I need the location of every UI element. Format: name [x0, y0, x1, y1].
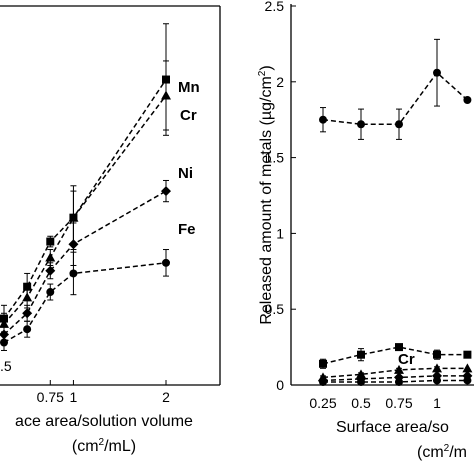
- left-panel: 0.75 1 2 .5 Mn Cr Ni Fe ace area/solution vol…: [0, 5, 221, 455]
- data-point: [357, 377, 365, 386]
- left-x-tick-label: 2: [162, 389, 170, 405]
- series-line-1: [322, 346, 468, 365]
- data-point: [433, 376, 441, 385]
- right-series-group: Cr: [318, 38, 473, 386]
- left-partial-tick-label: .5: [0, 358, 12, 374]
- data-point: [161, 90, 171, 100]
- data-point: [433, 350, 441, 359]
- right-panel: 0 0.5 1 1.5 2 2.5 0.25 0.5 0.75 1 Cr Released am…: [257, 0, 474, 461]
- right-x-ticks: 0.25 0.5 0.75 1: [309, 380, 441, 411]
- right-x-tick-label: 0.25: [309, 395, 336, 411]
- data-point: [462, 363, 473, 373]
- data-point: [319, 377, 327, 386]
- data-point: [45, 265, 56, 276]
- series-label-cr: Cr: [398, 351, 415, 368]
- right-y-tick-label: 1.5: [265, 150, 285, 166]
- data-point: [69, 269, 78, 278]
- series-line-Fe: [3, 262, 167, 344]
- right-x-tick-label: 0.5: [351, 395, 371, 411]
- right-y-ticks: 0 0.5 1 1.5 2 2.5: [265, 0, 296, 393]
- left-series-group: Mn Cr Ni Fe: [0, 23, 200, 351]
- data-point: [356, 369, 366, 379]
- data-point: [22, 308, 33, 319]
- data-point: [162, 258, 170, 267]
- data-point: [68, 239, 79, 250]
- right-y-tick-label: 0: [276, 377, 284, 393]
- right-x-axis-unit: (cm2/m: [417, 443, 467, 461]
- data-point: [433, 68, 441, 77]
- data-point: [357, 120, 365, 129]
- data-point: [463, 376, 472, 385]
- left-x-tick-label: 1: [70, 389, 78, 405]
- right-y-tick-label: 1: [276, 225, 284, 241]
- data-point: [161, 186, 171, 197]
- right-y-axis-title: Released amount of metals (µg/cm2): [257, 65, 275, 324]
- series-label-fe: Fe: [178, 221, 196, 238]
- data-point: [68, 212, 79, 222]
- data-point: [432, 363, 442, 373]
- series-label-mn: Mn: [178, 79, 200, 96]
- series-label-cr: Cr: [180, 107, 197, 124]
- data-point: [395, 343, 403, 352]
- data-point: [319, 359, 327, 368]
- right-y-tick-label: 0.5: [265, 301, 285, 317]
- data-point: [394, 364, 404, 374]
- left-x-axis-unit: (cm2/mL): [72, 437, 136, 455]
- data-point: [46, 288, 55, 297]
- data-point: [45, 252, 56, 262]
- data-point: [22, 292, 33, 302]
- data-point: [463, 350, 472, 359]
- series-label-ni: Ni: [178, 165, 193, 182]
- data-point: [46, 237, 55, 246]
- right-x-tick-label: 0.75: [385, 395, 412, 411]
- data-point: [463, 95, 472, 104]
- data-point: [0, 318, 9, 328]
- data-point: [23, 325, 32, 334]
- left-x-axis-title: ace area/solution volume: [15, 413, 193, 430]
- right-y-tick-label: 2.5: [265, 0, 285, 14]
- left-x-tick-label: 0.75: [37, 389, 64, 405]
- right-y-tick-label: 2: [276, 74, 284, 90]
- left-x-ticks: 0.75 1 2: [37, 380, 170, 405]
- data-point: [0, 338, 8, 347]
- series-line-0: [322, 71, 468, 125]
- data-point: [395, 377, 403, 386]
- data-point: [319, 115, 327, 124]
- data-point: [357, 350, 365, 359]
- right-x-tick-label: 1: [433, 395, 441, 411]
- data-point: [395, 120, 403, 129]
- series-line-Ni: [3, 190, 167, 336]
- right-x-axis-title: Surface area/so: [336, 419, 449, 436]
